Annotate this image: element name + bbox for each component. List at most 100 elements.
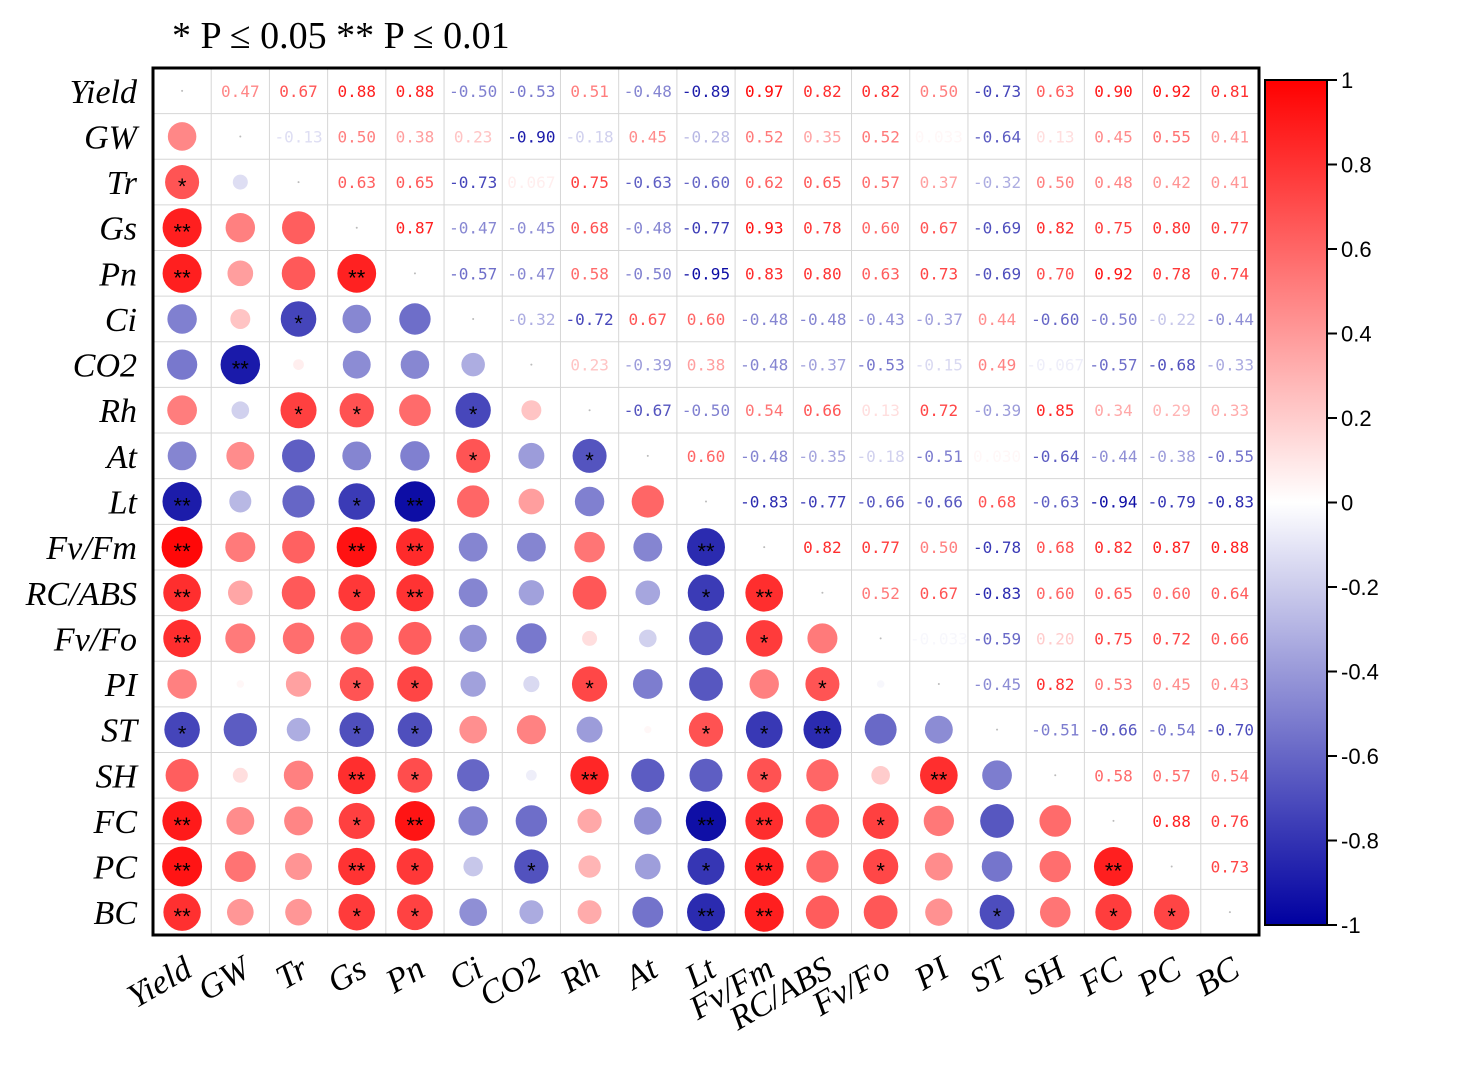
significance-mark: ** bbox=[930, 767, 948, 792]
correlation-value: -0.44 bbox=[1206, 310, 1254, 329]
correlation-circle bbox=[461, 352, 485, 377]
correlation-circle bbox=[635, 580, 661, 606]
correlation-value: -0.64 bbox=[973, 127, 1021, 146]
correlation-circle bbox=[396, 848, 434, 885]
correlation-circle bbox=[162, 481, 202, 522]
correlation-value: 0.67 bbox=[920, 219, 959, 238]
correlation-circle bbox=[805, 804, 840, 838]
correlation-circle bbox=[281, 256, 316, 291]
correlation-circle bbox=[225, 532, 256, 563]
column-label: GW bbox=[192, 949, 259, 1009]
correlation-value: 0.29 bbox=[1152, 401, 1191, 420]
diagonal-dot bbox=[937, 683, 940, 686]
correlation-circle bbox=[685, 800, 727, 842]
correlation-circle bbox=[399, 303, 431, 335]
significance-mark: ** bbox=[756, 813, 774, 838]
correlation-circle bbox=[397, 757, 433, 793]
correlation-value: 0.47 bbox=[221, 82, 260, 101]
correlation-circle bbox=[514, 849, 549, 884]
significance-mark: * bbox=[876, 859, 885, 884]
significance-mark: ** bbox=[174, 494, 192, 519]
significance-mark: ** bbox=[406, 585, 424, 610]
correlation-circle bbox=[399, 394, 431, 427]
correlation-circle bbox=[1095, 894, 1132, 931]
diagonal-dot bbox=[588, 409, 591, 412]
correlation-circle bbox=[456, 438, 491, 473]
correlation-value: 0.13 bbox=[861, 401, 900, 420]
significance-mark: * bbox=[294, 402, 303, 427]
row-label: SH bbox=[95, 758, 139, 795]
diagonal-dot bbox=[1170, 865, 1173, 868]
correlation-value: -0.57 bbox=[1089, 356, 1137, 375]
significance-mark: ** bbox=[174, 585, 192, 610]
significance-mark: ** bbox=[756, 904, 774, 929]
correlation-value: 0.43 bbox=[1211, 675, 1250, 694]
correlation-circle bbox=[687, 848, 725, 886]
correlation-circle bbox=[338, 847, 376, 886]
significance-mark: ** bbox=[814, 722, 832, 747]
diagonal-dot bbox=[297, 181, 300, 184]
correlation-value: -0.83 bbox=[740, 493, 788, 512]
correlation-circle bbox=[871, 765, 890, 785]
correlation-value: 0.52 bbox=[861, 127, 900, 146]
correlation-value: -0.60 bbox=[682, 173, 730, 192]
correlation-value: -0.83 bbox=[973, 584, 1021, 603]
correlation-circle bbox=[163, 893, 201, 931]
correlation-value: 0.51 bbox=[570, 82, 609, 101]
correlation-value: 0.92 bbox=[1094, 264, 1133, 283]
correlation-circle bbox=[283, 760, 314, 791]
colorbar-tick-label: -0.4 bbox=[1341, 660, 1379, 685]
correlation-value: 0.49 bbox=[978, 356, 1017, 375]
heatmap-cells: 0.47 0.67 0.88 0.88 -0.50 -0.53 0.51 -0.48 -0.89… bbox=[161, 82, 1254, 932]
significance-mark: ** bbox=[697, 904, 715, 929]
correlation-circle bbox=[919, 756, 958, 795]
significance-mark: * bbox=[993, 904, 1002, 929]
correlation-value: -0.94 bbox=[1089, 493, 1137, 512]
row-label: Rh bbox=[98, 393, 137, 430]
correlation-value: -0.39 bbox=[973, 401, 1021, 420]
colorbar-tick-label: 0 bbox=[1341, 491, 1353, 516]
correlation-value: 0.63 bbox=[337, 173, 376, 192]
correlation-circle bbox=[167, 122, 197, 151]
correlation-circle bbox=[687, 893, 725, 932]
correlation-circle bbox=[232, 767, 248, 783]
correlation-value: 0.64 bbox=[1211, 584, 1250, 603]
correlation-circle bbox=[458, 532, 488, 562]
correlation-circle bbox=[225, 623, 256, 654]
correlation-circle bbox=[337, 756, 376, 795]
correlation-value: 0.72 bbox=[920, 401, 959, 420]
diagonal-dot bbox=[530, 363, 533, 366]
correlation-value: -0.43 bbox=[857, 310, 905, 329]
correlation-value: -0.83 bbox=[1206, 493, 1254, 512]
correlation-value: 0.23 bbox=[570, 356, 609, 375]
correlation-value: 0.53 bbox=[1094, 675, 1133, 694]
correlation-circle bbox=[165, 165, 200, 200]
row-label: FC bbox=[93, 804, 138, 841]
correlation-value: 0.54 bbox=[745, 401, 784, 420]
correlation-circle bbox=[806, 850, 839, 883]
colorbar-tick-label: 0.4 bbox=[1341, 322, 1372, 347]
correlation-value: -0.89 bbox=[682, 82, 730, 101]
correlation-value: -0.50 bbox=[624, 264, 672, 283]
correlation-circle bbox=[293, 359, 304, 370]
correlation-value: 0.85 bbox=[1036, 401, 1075, 420]
correlation-circle bbox=[516, 623, 547, 654]
correlation-value: 0.42 bbox=[1152, 173, 1191, 192]
correlation-circle bbox=[633, 532, 663, 562]
column-label: PI bbox=[908, 949, 957, 998]
correlation-circle bbox=[397, 712, 433, 747]
correlation-value: -0.95 bbox=[682, 264, 730, 283]
correlation-value: -0.48 bbox=[740, 356, 788, 375]
correlation-value: -0.37 bbox=[798, 356, 846, 375]
correlation-circle bbox=[280, 392, 317, 429]
plot-frame bbox=[151, 66, 1261, 937]
colorbar-gradient bbox=[1264, 79, 1328, 926]
correlation-circle bbox=[338, 574, 376, 612]
colorbar-tick-label: -1 bbox=[1341, 913, 1361, 938]
significance-mark: ** bbox=[174, 813, 192, 838]
correlation-circle bbox=[687, 574, 725, 612]
significance-mark: ** bbox=[406, 494, 424, 519]
correlation-circle bbox=[282, 622, 315, 655]
